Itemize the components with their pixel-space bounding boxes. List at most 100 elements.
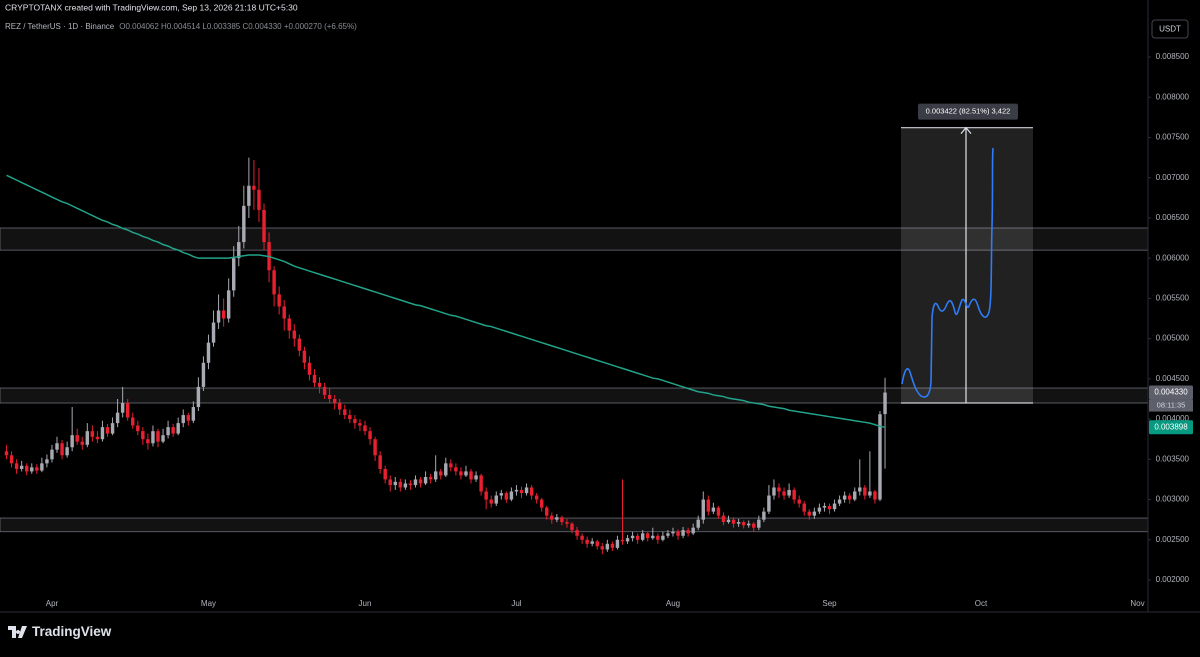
y-tick-label: 0.005000	[1156, 334, 1190, 343]
candle-body	[368, 431, 372, 440]
candle-body	[590, 541, 594, 544]
candle-body	[494, 495, 498, 504]
y-tick-label: 0.008000	[1156, 92, 1190, 101]
candle-body	[671, 531, 675, 534]
candle-body	[681, 530, 685, 536]
candle-body	[297, 338, 302, 351]
x-tick-label: Sep	[822, 599, 837, 608]
y-tick-label: 0.005500	[1156, 294, 1190, 303]
candle-body	[201, 362, 206, 387]
candle-body	[842, 495, 847, 500]
candle-body	[9, 455, 14, 464]
candle-body	[484, 491, 488, 500]
brand-logo: TradingView	[8, 624, 112, 639]
candle-body	[262, 209, 266, 243]
candle-body	[151, 431, 155, 444]
candle-body	[226, 290, 231, 319]
candle-body	[706, 499, 711, 512]
measure-box	[901, 127, 1033, 404]
candle-body	[600, 546, 605, 550]
candle-body	[45, 459, 49, 464]
candle-body	[292, 330, 297, 339]
candle-body	[110, 423, 115, 434]
candle-body	[701, 499, 705, 520]
candle-body	[762, 511, 766, 520]
candle-body	[75, 435, 79, 442]
candle-body	[14, 463, 19, 469]
candle-body	[620, 539, 625, 542]
candle-body	[378, 455, 382, 469]
x-tick-label: Jun	[359, 599, 372, 608]
candle-body	[691, 527, 695, 534]
candle-body	[539, 499, 544, 508]
candle-body	[383, 468, 387, 480]
candle-body	[767, 495, 771, 512]
candle-body	[752, 523, 756, 528]
candle-body	[459, 471, 463, 476]
candle-body	[676, 531, 680, 536]
candle-body	[348, 415, 352, 420]
candle-body	[398, 481, 403, 488]
candle-body	[792, 489, 796, 500]
candle-body	[216, 310, 221, 323]
ema-layer	[6, 174, 886, 429]
candle-body	[237, 242, 241, 259]
candle-body	[418, 479, 423, 484]
symbol-legend: REZ / TetherUS · 1D · Binance O0.004062 H…	[5, 22, 357, 31]
candle-body	[454, 467, 458, 472]
y-tick-label: 0.003000	[1156, 495, 1190, 504]
price-axis: 0.002000 0.002500 0.003000 0.003500 0.004000…	[1148, 52, 1190, 584]
candle-body	[666, 533, 670, 536]
candle-body	[90, 431, 95, 437]
x-tick-label: Apr	[46, 599, 59, 608]
candle-body	[565, 522, 569, 524]
x-tick-label: Aug	[666, 599, 680, 608]
zone	[0, 517, 1149, 533]
price-label: 0.004330	[1154, 388, 1188, 397]
candle-body	[822, 505, 827, 508]
candle-body	[35, 467, 39, 471]
candle-body	[777, 487, 781, 492]
candle-body	[575, 530, 579, 536]
candle-body	[817, 507, 822, 512]
candle-body	[529, 487, 534, 496]
candle-body	[4, 451, 9, 456]
countdown: 08:11:35	[1157, 401, 1186, 410]
candle-body	[141, 431, 145, 440]
candle-body	[65, 447, 69, 456]
candle-body	[787, 489, 791, 496]
candle-body	[580, 535, 584, 540]
candle-body	[433, 471, 438, 480]
candle-body	[499, 493, 504, 496]
y-tick-label: 0.006000	[1156, 253, 1190, 262]
candle-body	[878, 414, 882, 500]
candle-body	[656, 535, 660, 540]
candle-body	[812, 511, 817, 516]
candle-body	[30, 467, 34, 472]
y-tick-label: 0.008500	[1156, 52, 1190, 61]
candle-body	[731, 519, 736, 524]
currency-label[interactable]: USDT	[1159, 25, 1181, 34]
candle-body	[479, 475, 483, 492]
candle-body	[70, 435, 74, 448]
candle-body	[721, 515, 726, 523]
candle-body	[489, 499, 493, 504]
candle-body	[393, 481, 398, 486]
candle-body	[524, 487, 529, 494]
currency-button[interactable]	[1151, 19, 1189, 39]
candle-body	[646, 533, 650, 539]
candle-body	[358, 423, 362, 426]
candle-body	[863, 487, 867, 496]
candle-body	[474, 475, 478, 480]
candle-body	[136, 425, 140, 432]
y-tick-label: 0.002500	[1156, 535, 1190, 544]
x-tick-label: Nov	[1130, 599, 1144, 608]
candle-body	[726, 519, 731, 523]
candle-body	[353, 419, 357, 424]
candle-body	[449, 463, 453, 468]
candle-body	[232, 258, 236, 291]
candle-body	[413, 479, 418, 486]
projection-sketch	[901, 147, 994, 398]
candle-body	[640, 533, 645, 540]
